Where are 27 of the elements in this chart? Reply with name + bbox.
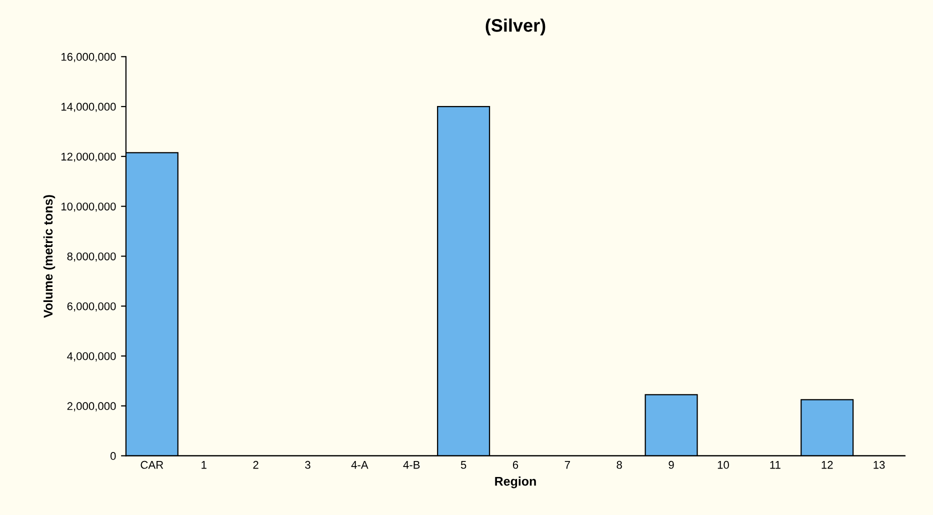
x-tick-label: 6 bbox=[512, 460, 518, 469]
y-tick-label: 6,000,000 bbox=[67, 302, 116, 312]
x-tick-label: CAR bbox=[140, 460, 164, 469]
x-tick-label: 4-B bbox=[403, 461, 420, 469]
x-tick-label: 1 bbox=[202, 461, 206, 469]
x-tick-label: 4-A bbox=[351, 461, 368, 469]
y-tick-label: 12,000,000 bbox=[61, 152, 116, 162]
y-axis-title: Volume (metric tons) bbox=[43, 195, 56, 318]
chart-title: (Silver) bbox=[486, 18, 546, 36]
x-tick-label: 2 bbox=[253, 460, 258, 469]
x-tick-label: 7 bbox=[564, 461, 570, 469]
y-tick-label: 4,000,000 bbox=[67, 352, 116, 362]
x-tick-label: 5 bbox=[460, 461, 466, 469]
y-tick-label: 10,000,000 bbox=[61, 202, 116, 212]
y-tick-label: 16,000,000 bbox=[61, 52, 116, 62]
x-tick-label: 11 bbox=[770, 461, 780, 469]
y-tick-label: 8,000,000 bbox=[67, 252, 116, 262]
y-tick-label: 2,000,000 bbox=[67, 402, 116, 412]
x-tick-label: 3 bbox=[305, 460, 310, 469]
x-tick-label: 10 bbox=[718, 460, 729, 469]
y-tick-label: 14,000,000 bbox=[61, 102, 116, 112]
x-tick-label: 12 bbox=[822, 460, 833, 469]
x-tick-label: 8 bbox=[616, 460, 622, 469]
x-tick-label: 9 bbox=[668, 460, 674, 469]
x-tick-label: 13 bbox=[874, 460, 885, 469]
x-axis-title: Region bbox=[495, 476, 536, 488]
y-tick-label: 0 bbox=[110, 452, 116, 460]
